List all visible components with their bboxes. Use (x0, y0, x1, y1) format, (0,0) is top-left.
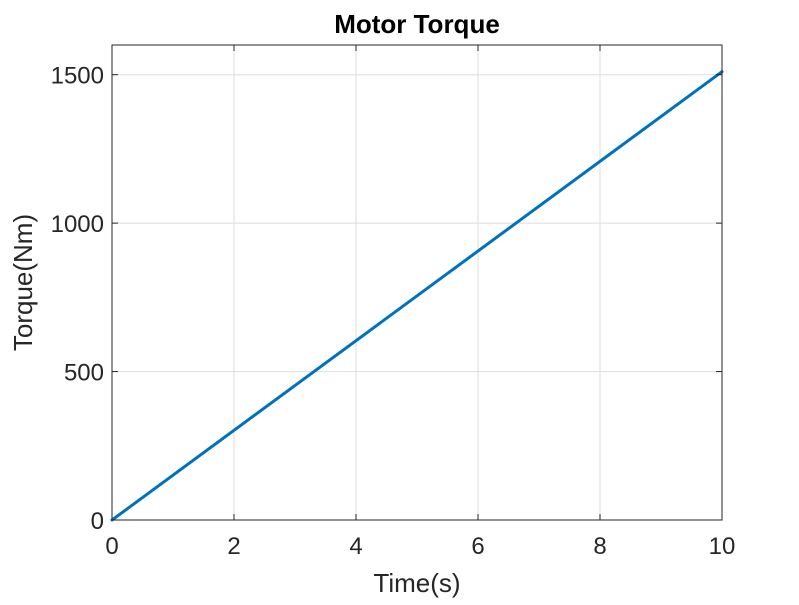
y-axis-label: Torque(Nm) (8, 214, 38, 351)
x-tick-label: 10 (709, 533, 736, 560)
x-tick-label: 2 (227, 533, 240, 560)
chart-title: Motor Torque (334, 9, 500, 39)
x-tick-label: 6 (471, 533, 484, 560)
torque-series-line (110, 70, 724, 522)
x-axis-label: Time(s) (373, 568, 460, 598)
y-tick-label: 1000 (51, 211, 104, 238)
y-tick-label: 500 (64, 360, 104, 387)
x-tick-label: 0 (105, 533, 118, 560)
ticks: 0 2 4 6 8 10 0 500 1000 1500 (51, 45, 736, 560)
plot-area (112, 45, 722, 520)
axes-box (111, 44, 723, 521)
y-tick-label: 0 (91, 508, 104, 535)
series-layer (110, 70, 724, 522)
x-tick-label: 4 (349, 533, 362, 560)
x-tick-label: 8 (593, 533, 606, 560)
y-tick-label: 1500 (51, 63, 104, 90)
